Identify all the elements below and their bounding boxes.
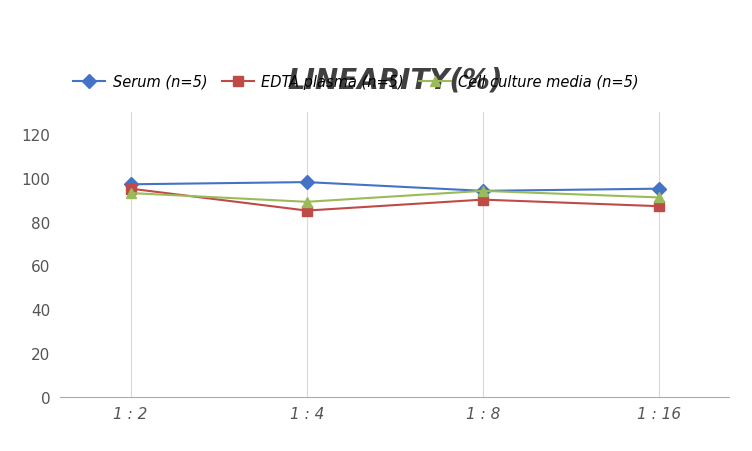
Cell culture media (n=5) xyxy=(126,191,135,196)
Legend: Serum (n=5), EDTA plasma (n=5), Cell culture media (n=5): Serum (n=5), EDTA plasma (n=5), Cell cul… xyxy=(68,69,644,96)
Cell culture media (n=5) xyxy=(654,195,663,201)
Line: Cell culture media (n=5): Cell culture media (n=5) xyxy=(126,187,664,207)
EDTA plasma (n=5) xyxy=(654,204,663,209)
Line: EDTA plasma (n=5): EDTA plasma (n=5) xyxy=(126,184,664,216)
EDTA plasma (n=5) xyxy=(302,208,311,214)
Serum (n=5) xyxy=(302,180,311,185)
Title: LINEARITY(%): LINEARITY(%) xyxy=(287,66,502,94)
Serum (n=5) xyxy=(478,189,487,194)
Cell culture media (n=5) xyxy=(302,200,311,205)
Line: Serum (n=5): Serum (n=5) xyxy=(126,178,664,196)
Serum (n=5) xyxy=(126,182,135,188)
EDTA plasma (n=5) xyxy=(478,198,487,203)
Serum (n=5) xyxy=(654,187,663,192)
Cell culture media (n=5) xyxy=(478,189,487,194)
EDTA plasma (n=5) xyxy=(126,187,135,192)
